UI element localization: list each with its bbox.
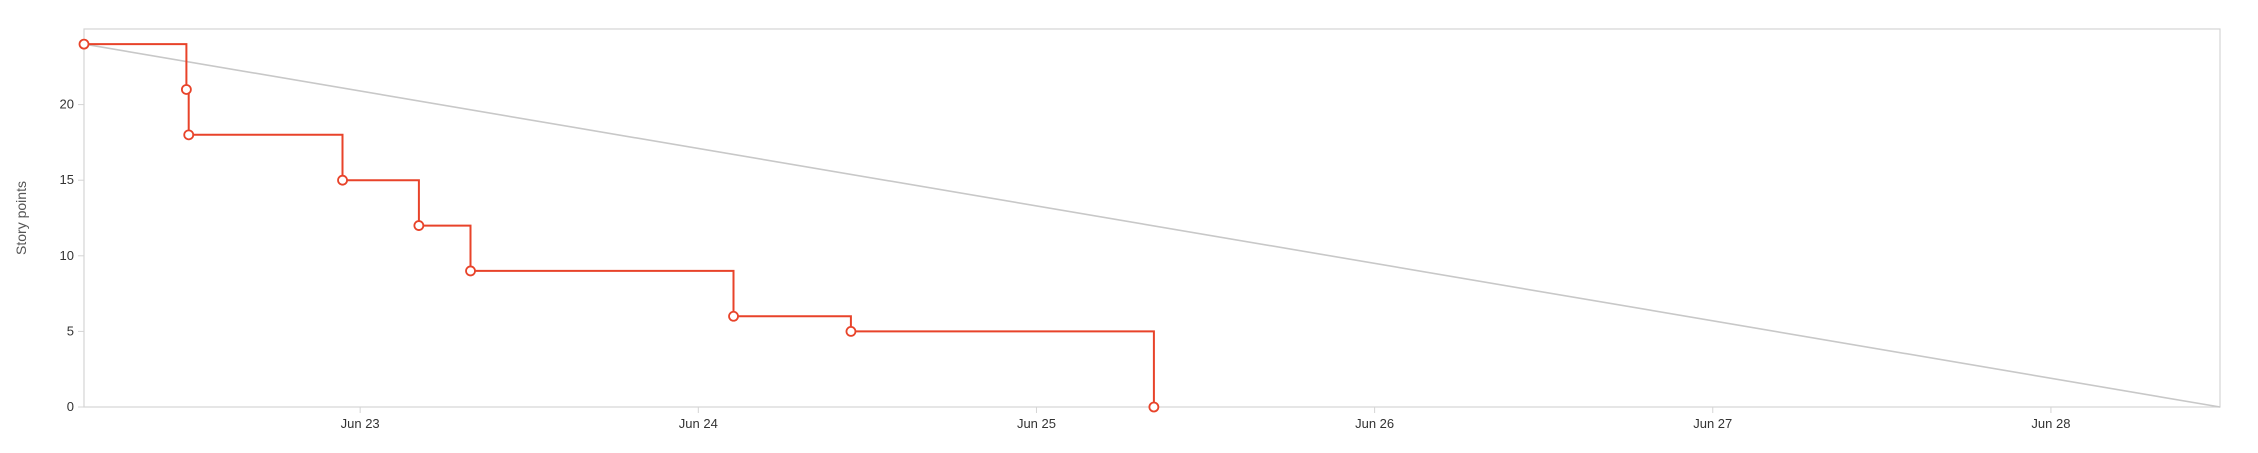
y-tick-label: 10 [60, 248, 74, 263]
plot-series [78, 38, 2221, 413]
y-axis-title: Story points [13, 181, 29, 255]
data-point-marker[interactable] [78, 38, 90, 50]
x-axis: Jun 23 Jun 24 Jun 25 Jun 26 Jun 27 Jun 28 [341, 407, 2070, 431]
x-tick-label: Jun 23 [341, 416, 380, 431]
y-tick-label: 15 [60, 172, 74, 187]
data-point-marker[interactable] [728, 310, 739, 322]
data-point-marker[interactable] [845, 325, 857, 337]
x-tick-label: Jun 25 [1017, 416, 1056, 431]
x-tick-label: Jun 28 [2031, 416, 2070, 431]
data-point-marker[interactable] [1148, 401, 1160, 413]
y-tick-label: 0 [67, 399, 74, 414]
x-tick-label: Jun 27 [1693, 416, 1732, 431]
data-point-marker[interactable] [180, 84, 192, 95]
data-point-marker[interactable] [413, 220, 425, 231]
ideal-guideline [83, 43, 2221, 408]
y-axis: 0 5 10 15 20 [60, 97, 84, 414]
x-tick-label: Jun 26 [1355, 416, 1394, 431]
y-tick-label: 20 [60, 97, 74, 112]
plot-frame [83, 28, 2221, 408]
y-tick-label: 5 [67, 323, 74, 338]
data-point-marker[interactable] [183, 129, 195, 141]
data-point-marker[interactable] [337, 174, 348, 186]
data-point-marker[interactable] [465, 265, 476, 277]
x-tick-label: Jun 24 [679, 416, 718, 431]
